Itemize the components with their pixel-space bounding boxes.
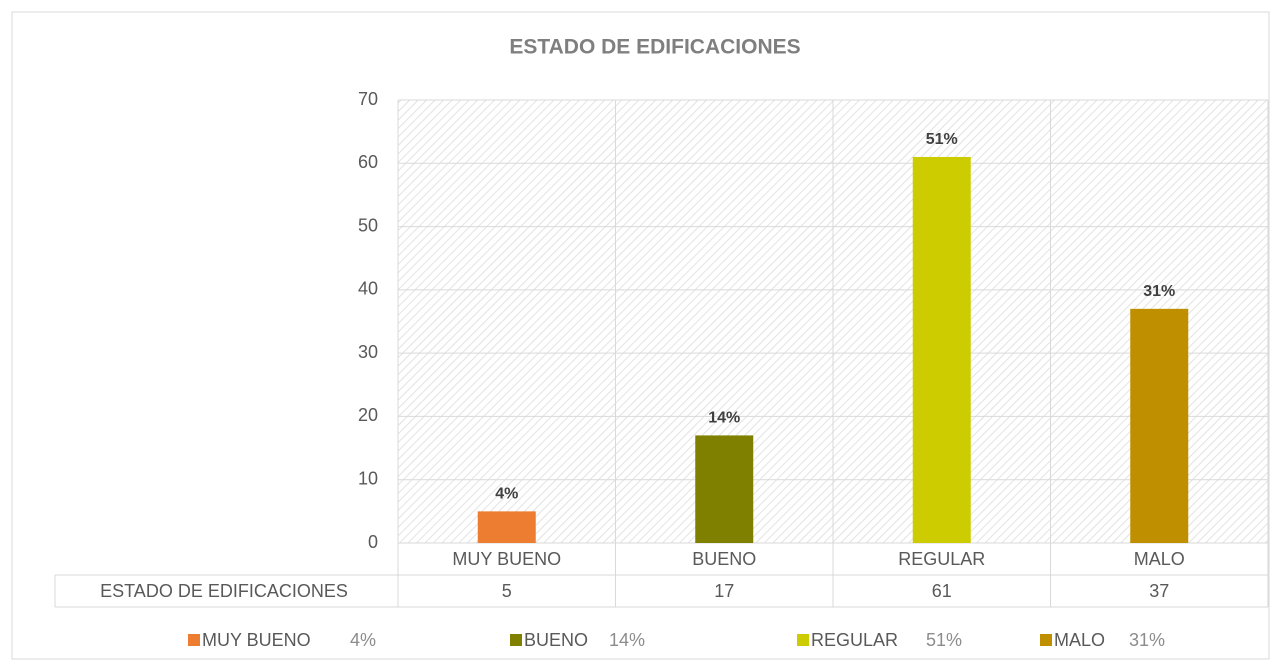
legend-swatch <box>188 634 200 646</box>
legend-swatch <box>510 634 522 646</box>
data-label: 31% <box>1143 283 1175 300</box>
data-label: 51% <box>926 131 958 148</box>
table-value: 17 <box>714 581 734 601</box>
x-tick-label: BUENO <box>692 549 756 569</box>
bar <box>1130 308 1189 543</box>
legend-percent: 4% <box>350 630 376 650</box>
legend-label: BUENO <box>524 630 588 650</box>
table-value: 37 <box>1149 581 1169 601</box>
y-tick-label: 70 <box>358 89 378 109</box>
y-tick-label: 50 <box>358 215 378 235</box>
table-row-label: ESTADO DE EDIFICACIONES <box>100 581 348 601</box>
chart-title: ESTADO DE EDIFICACIONES <box>509 36 800 59</box>
legend-swatch <box>1040 634 1052 646</box>
y-tick-label: 60 <box>358 152 378 172</box>
table-value: 61 <box>932 581 952 601</box>
y-tick-label: 10 <box>358 468 378 488</box>
data-label: 14% <box>708 410 740 427</box>
bar <box>477 511 536 543</box>
data-label: 4% <box>495 486 518 503</box>
legend-percent: 31% <box>1129 630 1165 650</box>
legend-percent: 14% <box>609 630 645 650</box>
y-tick-label: 40 <box>358 279 378 299</box>
y-tick-label: 0 <box>368 532 378 552</box>
y-tick-label: 20 <box>358 405 378 425</box>
table-value: 5 <box>502 581 512 601</box>
legend-label: MUY BUENO <box>202 630 311 650</box>
bar <box>912 156 971 543</box>
legend-swatch <box>797 634 809 646</box>
x-tick-label: MALO <box>1134 549 1185 569</box>
y-tick-label: 30 <box>358 342 378 362</box>
legend-percent: 51% <box>926 630 962 650</box>
x-tick-label: MUY BUENO <box>452 549 561 569</box>
legend-label: MALO <box>1054 630 1105 650</box>
legend-label: REGULAR <box>811 630 898 650</box>
x-tick-label: REGULAR <box>898 549 985 569</box>
bar <box>695 435 754 543</box>
